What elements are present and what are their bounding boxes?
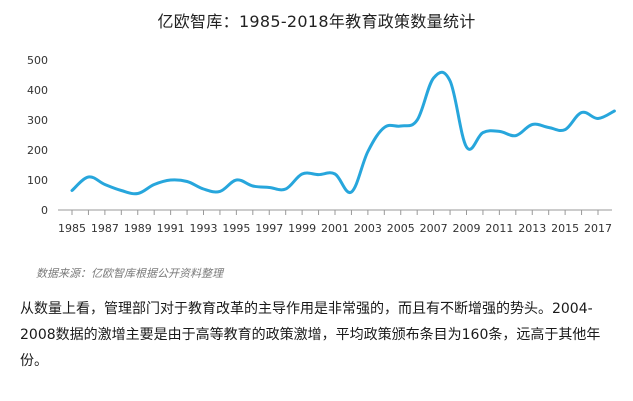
x-tick-label: 1993 [190, 222, 218, 235]
x-tick-label: 2007 [420, 222, 448, 235]
data-point [317, 173, 320, 176]
data-point [465, 146, 468, 149]
data-point [580, 111, 583, 114]
data-point [153, 183, 156, 186]
y-tick-label: 300 [27, 114, 48, 127]
data-point [432, 77, 435, 80]
data-point [481, 131, 484, 134]
x-tick-label: 1985 [58, 222, 86, 235]
x-tick-label: 2001 [321, 222, 349, 235]
series-layer [70, 70, 616, 196]
data-point [416, 119, 419, 122]
chart-title: 亿欧智库：1985-2018年教育政策数量统计 [157, 12, 476, 31]
source-note: 数据来源：亿欧智库根据公开资料整理 [36, 267, 223, 280]
body-paragraph: 从数量上看，管理部门对于教育改革的主导作用是非常强的，而且有不断增强的势头。20… [20, 301, 601, 369]
y-tick-label: 100 [27, 174, 48, 187]
data-point [284, 188, 287, 191]
data-point [366, 150, 369, 153]
data-point [71, 189, 74, 192]
data-point [547, 126, 550, 129]
data-point [334, 173, 337, 176]
line-chart: 0 100 200 300 400 500 1985 1987 1989 1991 1993 199… [27, 54, 616, 235]
data-point [169, 179, 172, 182]
x-tick-label: 2009 [453, 222, 481, 235]
data-point [136, 192, 139, 195]
data-point [301, 173, 304, 176]
x-tick-label: 1989 [124, 222, 152, 235]
y-tick-label: 500 [27, 54, 48, 67]
x-axis: 1985 1987 1989 1991 1993 1995 1997 1999 2001 2003… [58, 209, 612, 235]
data-point [218, 190, 221, 193]
data-point [449, 80, 452, 83]
x-tick-label: 1991 [157, 222, 185, 235]
x-tick-label: 1999 [288, 222, 316, 235]
data-point [251, 185, 254, 188]
x-tick-label: 1997 [255, 222, 283, 235]
x-tick-label: 2015 [551, 222, 579, 235]
x-tick-label: 2005 [387, 222, 415, 235]
y-tick-label: 200 [27, 144, 48, 157]
data-point [498, 130, 501, 133]
data-point [186, 180, 189, 183]
data-point [564, 128, 567, 131]
x-tick-label: 1995 [222, 222, 250, 235]
series-line [70, 70, 616, 196]
data-point [350, 191, 353, 194]
data-point [597, 117, 600, 120]
x-tick-label: 2011 [485, 222, 513, 235]
data-point [87, 176, 90, 179]
data-point [202, 188, 205, 191]
x-tick-label: 1987 [91, 222, 119, 235]
data-point [103, 183, 106, 186]
y-tick-label: 400 [27, 84, 48, 97]
data-point [383, 126, 386, 129]
data-point [613, 110, 616, 113]
y-tick-label: 0 [41, 204, 48, 217]
data-point [531, 123, 534, 126]
x-tick-label: 2017 [584, 222, 612, 235]
data-point [514, 134, 517, 137]
data-point [399, 125, 402, 128]
x-tick-label: 2013 [518, 222, 546, 235]
x-tick-label: 2003 [354, 222, 382, 235]
y-axis: 0 100 200 300 400 500 [27, 54, 48, 217]
data-point [120, 189, 123, 192]
data-point [235, 179, 238, 182]
data-point [268, 186, 271, 189]
